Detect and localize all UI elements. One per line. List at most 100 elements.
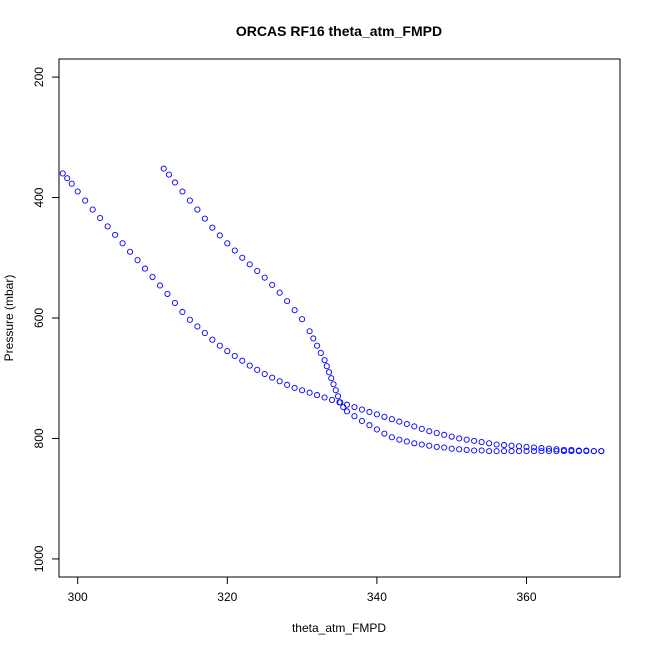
data-point-series-1 — [231, 352, 238, 359]
data-point-series-2 — [194, 206, 201, 213]
data-point-series-2 — [332, 387, 339, 394]
y-tick-label: 1000 — [32, 545, 46, 572]
data-point-series-2 — [560, 448, 567, 455]
data-point-series-1 — [396, 418, 403, 425]
data-point-series-2 — [216, 232, 223, 239]
data-point-series-1 — [493, 441, 500, 448]
data-point-series-2 — [246, 261, 253, 268]
data-point-series-1 — [134, 257, 141, 264]
data-point-series-2 — [508, 448, 515, 455]
data-point-series-1 — [201, 330, 208, 337]
data-point-series-2 — [403, 438, 410, 445]
data-point-series-1 — [373, 411, 380, 418]
y-tick-label: 400 — [32, 187, 46, 207]
data-point-series-1 — [276, 378, 283, 385]
data-point-series-1 — [545, 445, 552, 452]
data-point-series-2 — [463, 446, 470, 453]
data-point-series-1 — [426, 428, 433, 435]
data-point-series-2 — [448, 445, 455, 452]
data-point-series-2 — [165, 171, 173, 178]
data-point-series-2 — [538, 448, 545, 455]
data-point-series-2 — [317, 349, 324, 356]
data-point-series-1 — [239, 357, 246, 364]
data-point-series-2 — [590, 448, 597, 455]
data-point-series-2 — [366, 422, 373, 429]
y-tick-label: 200 — [32, 67, 46, 87]
data-point-series-2 — [515, 448, 523, 455]
data-point-series-2 — [598, 448, 605, 455]
data-point-series-2 — [358, 417, 365, 425]
data-point-series-2 — [373, 426, 380, 433]
data-point-series-2 — [456, 446, 463, 453]
x-tick-label: 340 — [367, 590, 387, 604]
y-axis: 200 400 600 800 1000 — [32, 67, 60, 572]
y-tick-label: 600 — [32, 308, 46, 328]
data-point-series-1 — [433, 429, 440, 437]
y-axis-label: Pressure (mbar) — [2, 275, 16, 362]
data-point-series-2 — [553, 448, 560, 455]
data-point-series-1 — [186, 316, 193, 323]
data-point-series-2 — [493, 448, 500, 455]
data-point-series-2 — [471, 447, 478, 454]
data-point-series-2 — [545, 448, 552, 455]
data-point-series-2 — [328, 375, 335, 382]
x-tick-label: 300 — [68, 590, 88, 604]
data-point-series-1 — [314, 392, 321, 399]
data-point-series-1 — [463, 436, 470, 443]
data-point-series-1 — [127, 248, 134, 255]
data-point-series-2 — [568, 448, 575, 455]
data-point-series-2 — [269, 281, 276, 288]
x-axis-label: theta_atm_FMPD — [292, 621, 386, 635]
data-point-series-2 — [179, 188, 186, 195]
data-point-series-1 — [179, 308, 186, 316]
data-point-series-1 — [486, 440, 493, 447]
data-point-series-1 — [553, 446, 560, 453]
data-point-series-2 — [314, 342, 321, 349]
data-point-series-2 — [160, 165, 167, 172]
data-point-series-2 — [381, 430, 388, 437]
data-point-series-1 — [441, 431, 448, 438]
data-point-series-1 — [149, 273, 156, 281]
data-point-series-1 — [411, 423, 418, 430]
data-point-series-1 — [82, 197, 89, 204]
x-tick-label: 320 — [217, 590, 237, 604]
data-point-series-2 — [433, 443, 440, 450]
data-point-series-2 — [330, 381, 337, 388]
data-point-series-1 — [358, 406, 365, 413]
data-point-series-2 — [325, 369, 333, 376]
data-point-series-1 — [68, 180, 75, 187]
data-point-series-1 — [171, 299, 178, 306]
x-axis: 300 320 340 360 — [68, 576, 537, 604]
data-point-series-2 — [284, 298, 291, 305]
data-point-series-2 — [276, 289, 283, 296]
data-point-series-2 — [426, 442, 433, 449]
data-point-series-2 — [334, 393, 342, 400]
data-point-series-1 — [291, 384, 298, 391]
data-point-series-2 — [254, 267, 261, 275]
data-point-series-1 — [456, 435, 463, 442]
data-point-series-1 — [403, 420, 410, 428]
data-point-series-1 — [112, 231, 119, 238]
data-point-series-1 — [194, 323, 201, 330]
data-point-series-1 — [164, 290, 171, 297]
data-point-series-2 — [224, 240, 231, 247]
data-point-series-1 — [478, 439, 485, 446]
data-point-series-1 — [388, 416, 395, 423]
data-point-series-1 — [366, 408, 373, 416]
data-point-series-1 — [448, 433, 455, 440]
data-point-series-1 — [261, 370, 268, 378]
data-point-series-1 — [508, 442, 515, 449]
data-point-series-1 — [104, 223, 111, 230]
data-point-series-2 — [411, 440, 418, 447]
data-point-series-1 — [351, 404, 358, 411]
data-point-series-1 — [59, 170, 66, 177]
data-point-series-2 — [299, 316, 306, 323]
data-point-series-2 — [337, 399, 344, 406]
data-point-series-2 — [523, 448, 530, 455]
data-point-series-2 — [231, 247, 238, 254]
data-point-series-1 — [89, 206, 96, 213]
data-point-series-2 — [239, 254, 246, 261]
data-point-series-2 — [171, 179, 178, 186]
data-point-series-2 — [186, 197, 193, 204]
